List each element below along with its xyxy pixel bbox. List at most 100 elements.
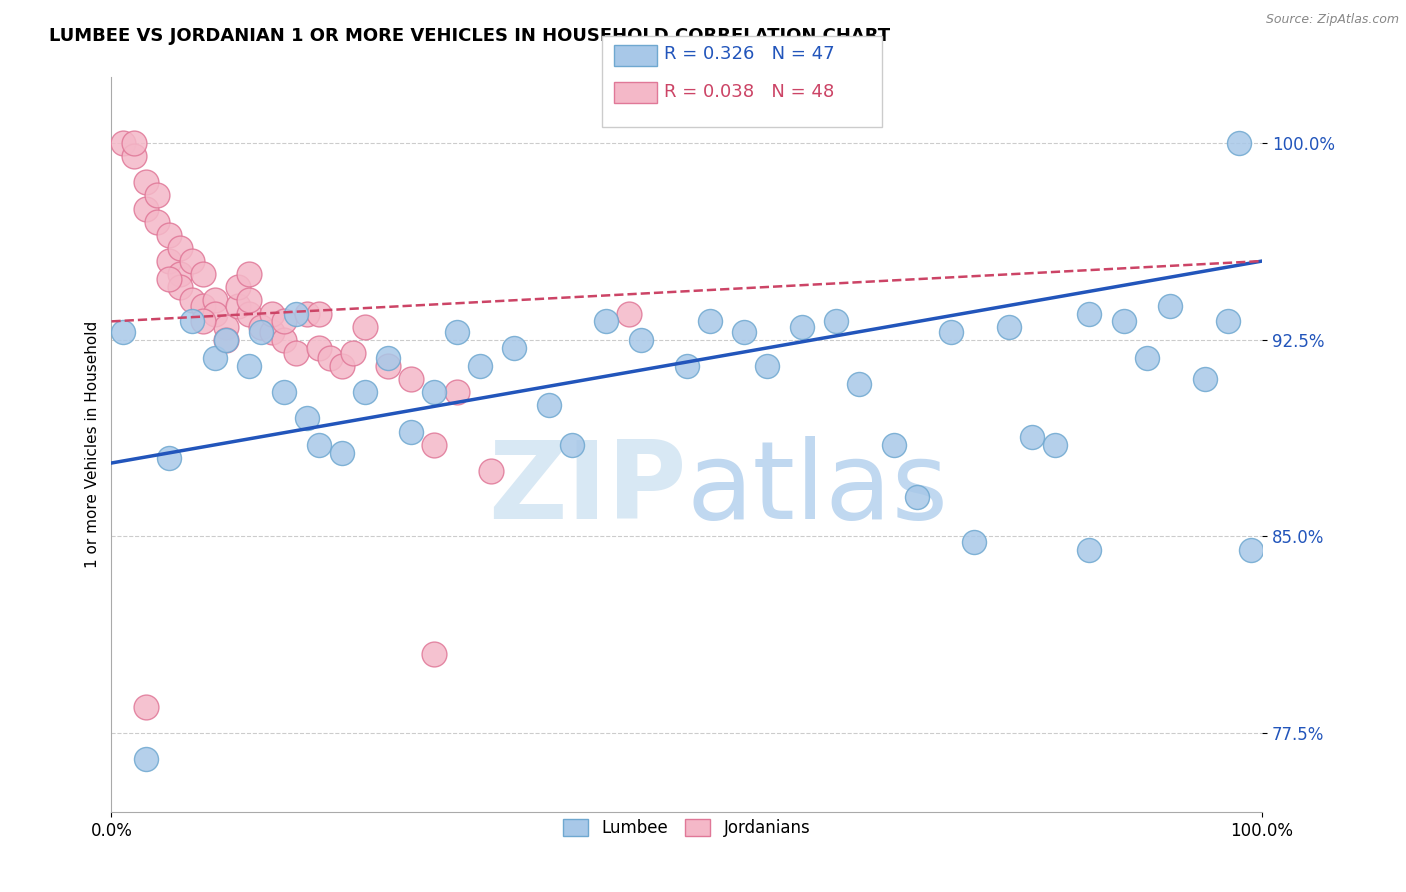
Point (204, 306, 226, 320)
Text: LUMBEE VS JORDANIAN 1 OR MORE VEHICLES IN HOUSEHOLD CORRELATION CHART: LUMBEE VS JORDANIAN 1 OR MORE VEHICLES I… (49, 27, 890, 45)
Point (295, 306, 318, 320)
Point (157, 272, 180, 286)
Point (146, 188, 169, 202)
Point (399, 372, 422, 386)
Point (1239, 542, 1261, 557)
Point (193, 299, 215, 313)
Point (733, 325, 755, 339)
Point (157, 227, 180, 242)
Point (238, 293, 260, 308)
Point (273, 333, 295, 347)
Point (284, 306, 307, 320)
Point (215, 333, 238, 347)
Text: atlas: atlas (686, 435, 949, 541)
Point (204, 351, 226, 365)
Point (157, 254, 180, 268)
Point (250, 319, 273, 334)
Point (181, 254, 204, 268)
Point (479, 464, 502, 478)
Point (1112, 314, 1135, 328)
Point (1159, 299, 1181, 313)
Point (238, 306, 260, 320)
Point (308, 341, 330, 355)
Point (422, 385, 444, 400)
Point (135, 202, 157, 216)
Point (422, 437, 444, 451)
Point (284, 346, 307, 360)
Point (353, 385, 375, 400)
Point (883, 437, 905, 451)
Point (146, 215, 169, 229)
Point (468, 359, 491, 373)
Point (111, 136, 134, 150)
Point (353, 319, 375, 334)
Point (181, 314, 204, 328)
Point (342, 346, 364, 360)
Point (273, 314, 295, 328)
Text: R = 0.326   N = 47: R = 0.326 N = 47 (664, 45, 834, 63)
Point (135, 700, 157, 714)
Point (675, 359, 697, 373)
Point (1043, 437, 1066, 451)
Point (1194, 372, 1216, 386)
Point (905, 490, 928, 504)
Point (169, 241, 191, 255)
Point (619, 306, 641, 320)
Point (377, 359, 399, 373)
Point (238, 267, 260, 281)
Point (193, 267, 215, 281)
Point (124, 136, 146, 150)
Point (998, 319, 1021, 334)
Point (790, 319, 813, 334)
Point (226, 299, 249, 313)
Point (399, 425, 422, 439)
Text: R = 0.038   N = 48: R = 0.038 N = 48 (664, 83, 834, 101)
Point (446, 385, 468, 400)
Point (330, 359, 353, 373)
Point (1216, 314, 1239, 328)
Point (124, 149, 146, 163)
Point (377, 351, 399, 365)
Point (111, 325, 134, 339)
Point (226, 280, 249, 294)
Point (1078, 542, 1101, 557)
Point (273, 385, 295, 400)
Point (699, 314, 721, 328)
Legend: Lumbee, Jordanians: Lumbee, Jordanians (557, 813, 817, 844)
Point (262, 325, 284, 339)
Point (941, 325, 963, 339)
Point (135, 752, 157, 766)
Point (848, 377, 870, 392)
Point (1078, 306, 1101, 320)
Point (215, 333, 238, 347)
Point (825, 314, 848, 328)
Point (446, 325, 468, 339)
Point (561, 437, 583, 451)
Point (215, 319, 238, 334)
Text: ZIP: ZIP (488, 435, 686, 541)
Point (963, 534, 986, 549)
Point (169, 267, 191, 281)
Point (1227, 136, 1250, 150)
Point (157, 450, 180, 465)
Point (181, 293, 204, 308)
Point (756, 359, 779, 373)
Point (1021, 430, 1043, 444)
Point (630, 333, 652, 347)
Point (262, 306, 284, 320)
Point (503, 341, 526, 355)
Point (330, 445, 353, 459)
Point (422, 648, 444, 662)
Point (135, 175, 157, 189)
Point (238, 359, 260, 373)
Point (595, 314, 617, 328)
Text: Source: ZipAtlas.com: Source: ZipAtlas.com (1265, 13, 1399, 27)
Point (537, 398, 560, 412)
Point (1136, 351, 1159, 365)
Point (169, 280, 191, 294)
Y-axis label: 1 or more Vehicles in Household: 1 or more Vehicles in Household (86, 321, 100, 568)
Point (295, 411, 318, 425)
Point (250, 325, 273, 339)
Point (204, 293, 226, 308)
Point (319, 351, 342, 365)
